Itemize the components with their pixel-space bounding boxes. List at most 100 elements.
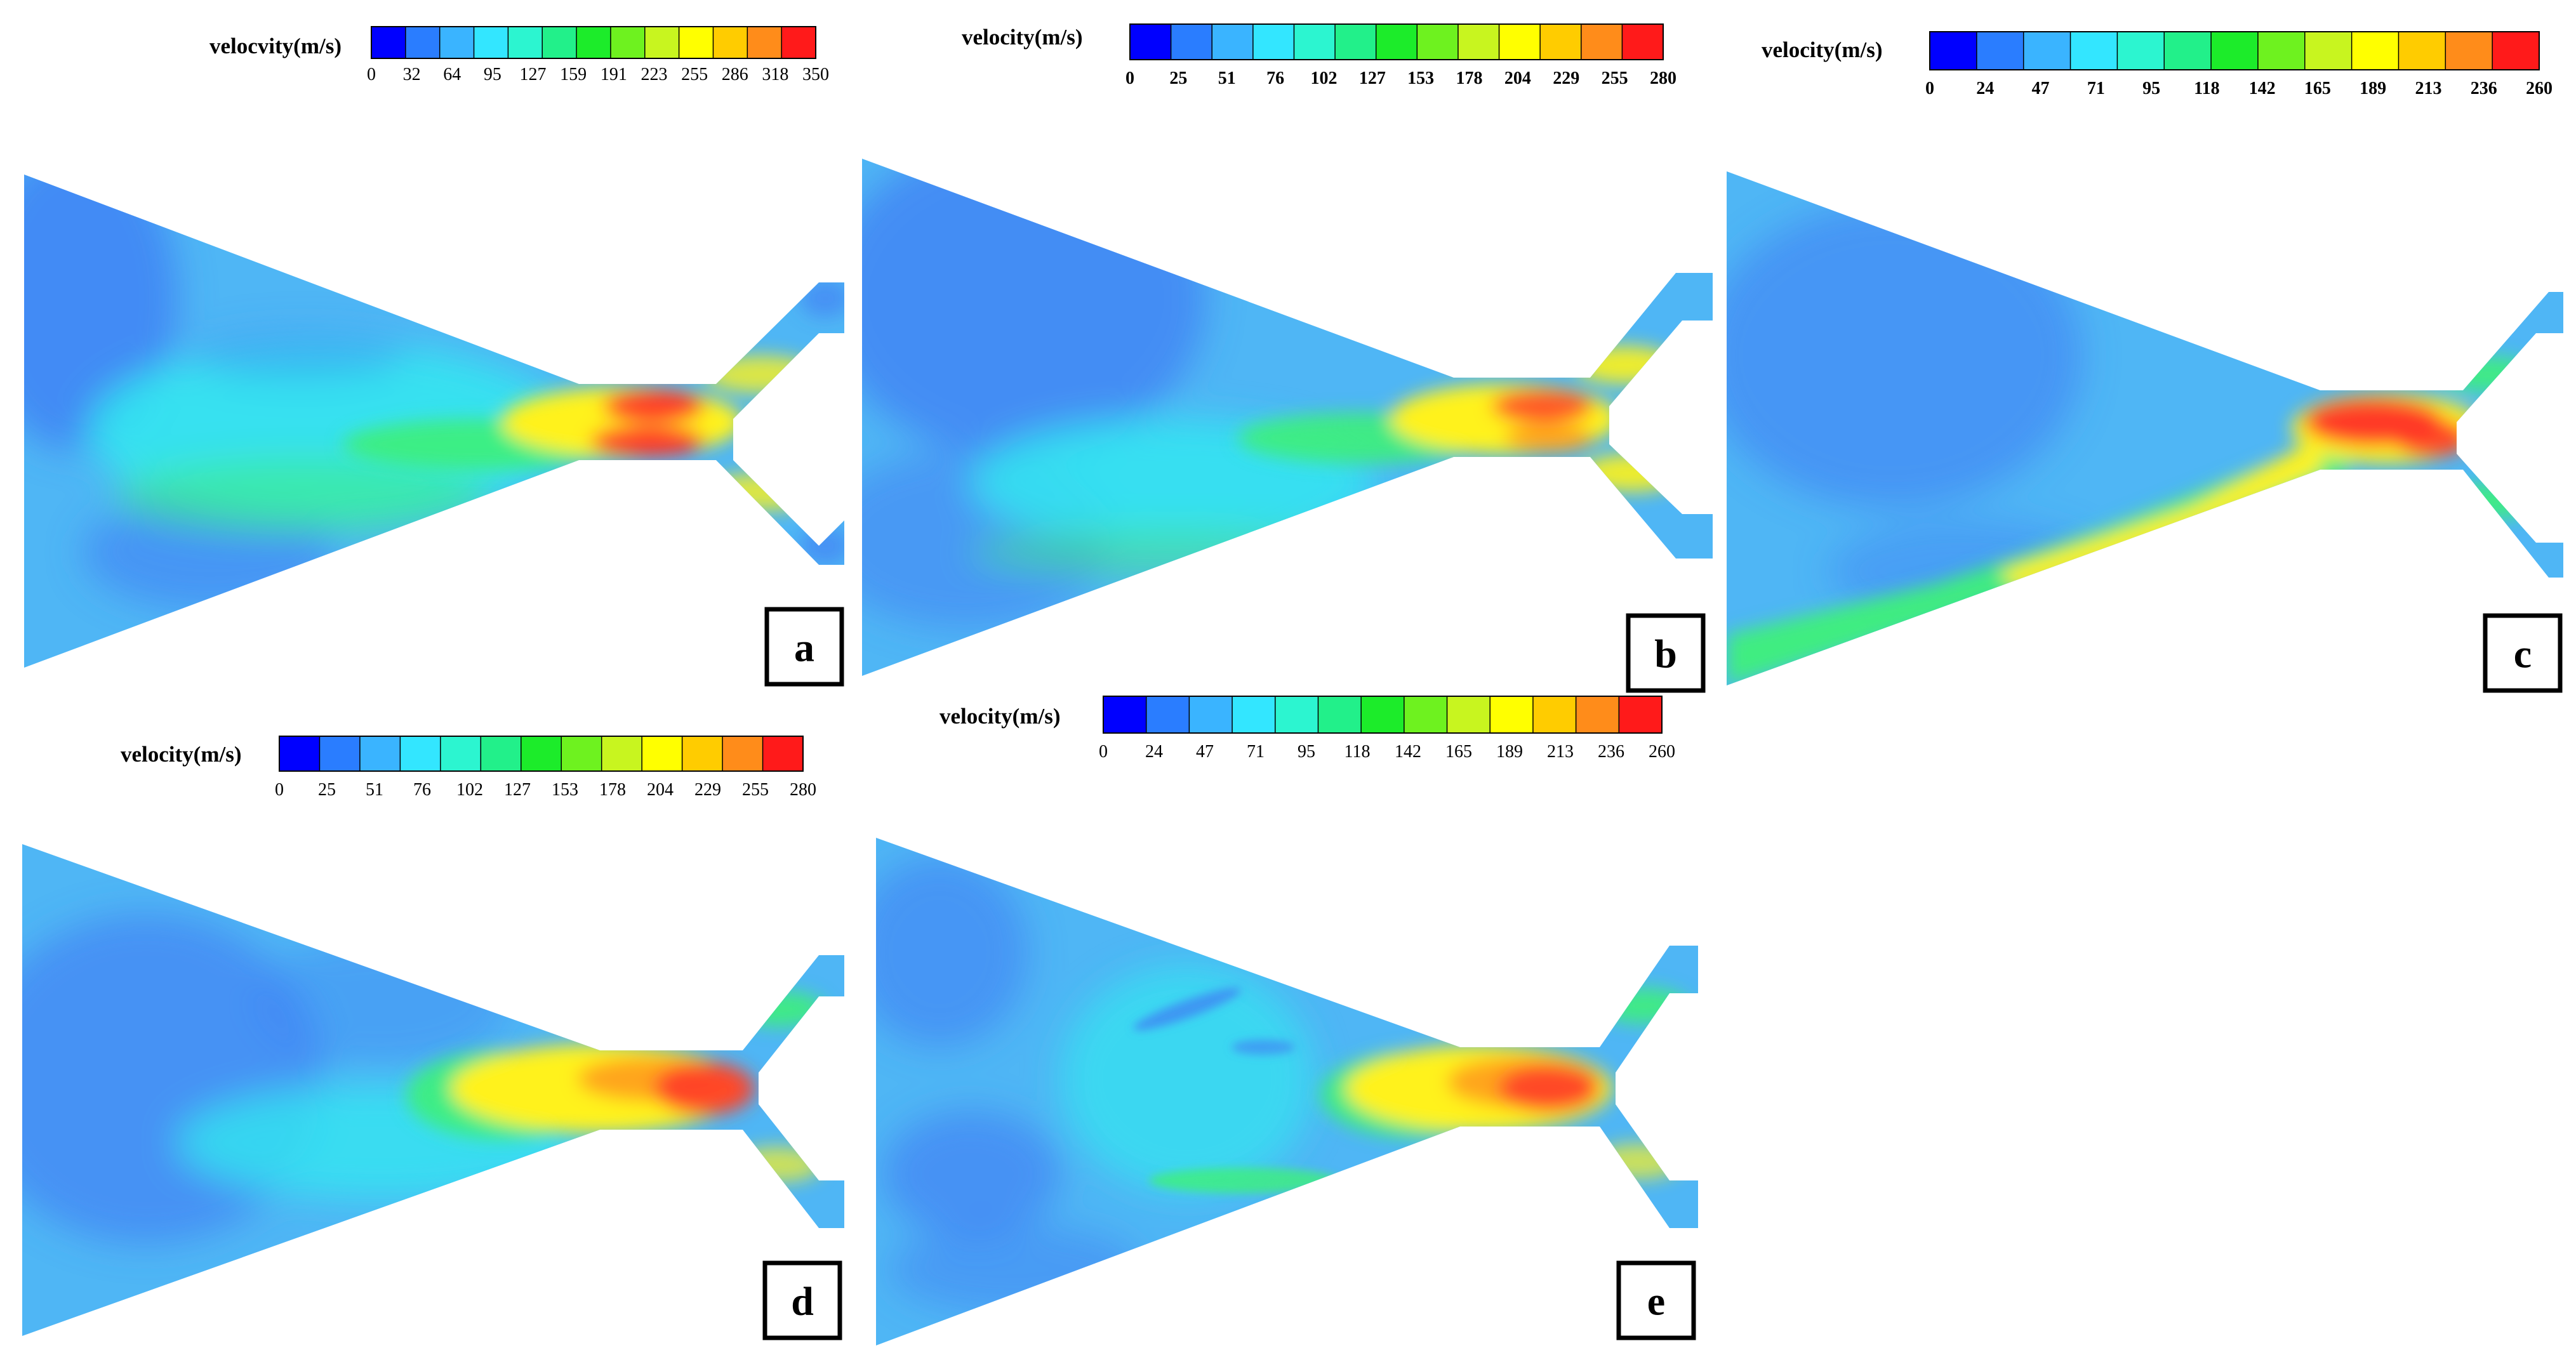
colorbar-title-b: velocity(m/s) [962, 25, 1082, 50]
colorbar-swatch [542, 27, 577, 58]
colorbar-tick-label: 32 [403, 65, 421, 84]
colorbar-tick-label: 286 [722, 65, 748, 84]
colorbar-swatch [1540, 24, 1582, 60]
colorbar-swatches-b [1129, 23, 1664, 60]
colorbar-swatch [682, 736, 723, 771]
colorbar-border [371, 26, 816, 59]
colorbar-swatch [1376, 24, 1417, 60]
colorbar-swatch [601, 736, 642, 771]
colorbar-border [1129, 23, 1664, 60]
colorbar-c: velocity(m/s) 0 24 47 71 95 118 142 165 189 213 23… [1762, 31, 2553, 98]
velocity-field-a [24, 175, 844, 668]
colorbar-tick-label: 51 [1218, 69, 1236, 88]
panel-label-e: e [1647, 1279, 1665, 1324]
colorbar-border [279, 736, 804, 772]
colorbar-tick-label: 25 [318, 780, 336, 800]
colorbar-swatch [576, 27, 611, 58]
colorbar-swatch [1146, 696, 1190, 733]
colorbar-tick-label: 350 [802, 65, 829, 84]
panel-e: velocity(m/s) 0 24 47 71 95 118 142 165 189 213 23… [876, 696, 1698, 1345]
colorbar-tick-label: 165 [2304, 79, 2331, 98]
colorbar-swatch [1232, 696, 1276, 733]
velocity-field-b [862, 159, 1713, 676]
colorbar-tick-label: 178 [1456, 69, 1483, 88]
panel-label-a: a [794, 625, 814, 670]
colorbar-swatch [1532, 696, 1577, 733]
colorbar-swatch [279, 736, 320, 771]
colorbar-tick-label: 118 [1344, 742, 1371, 762]
colorbar-swatch [508, 27, 543, 58]
colorbar-tick-label: 95 [484, 65, 501, 84]
colorbar-title-a: velocvity(m/s) [209, 34, 342, 58]
colorbar-swatch [713, 27, 748, 58]
colorbar-swatch [2304, 32, 2353, 70]
colorbar-tick-label: 95 [2142, 79, 2160, 98]
colorbar-swatch [1581, 24, 1623, 60]
colorbar-swatch [1171, 24, 1212, 60]
colorbar-swatch [781, 27, 816, 58]
colorbar-swatch [474, 27, 508, 58]
colorbar-swatch [1294, 24, 1336, 60]
colorbar-swatch [1930, 32, 1977, 70]
colorbar-tick-label: 280 [790, 780, 816, 800]
colorbar-tick-label: 213 [2415, 79, 2441, 98]
colorbar-swatches-a [371, 26, 816, 59]
colorbar-swatch [1189, 696, 1233, 733]
colorbar-ticks-c: 0 24 47 71 95 118 142 165 189 213 236 260 [1925, 79, 2553, 98]
colorbar-swatch [1130, 24, 1172, 60]
colorbar-tick-label: 165 [1445, 742, 1472, 762]
colorbar-tick-label: 142 [2249, 79, 2276, 98]
colorbar-tick-label: 127 [1359, 69, 1386, 88]
colorbar-border [1103, 696, 1663, 734]
colorbar-swatch [1576, 696, 1619, 733]
colorbar-tick-label: 51 [366, 780, 383, 800]
colorbar-tick-label: 178 [599, 780, 626, 800]
colorbar-swatch [2070, 32, 2118, 70]
colorbar-tick-label: 153 [552, 780, 578, 800]
colorbar-tick-label: 0 [367, 65, 376, 84]
colorbar-d: velocity(m/s) 0 25 51 76 102 127 153 178 204 229 2… [121, 736, 816, 800]
colorbar-tick-label: 102 [1310, 69, 1337, 88]
colorbar-tick-label: 142 [1395, 742, 1421, 762]
colorbar-ticks-b: 0 25 51 76 102 127 153 178 204 229 255 280 [1125, 69, 1676, 88]
panel-d: velocity(m/s) 0 25 51 76 102 127 153 178 204 229 2… [22, 736, 844, 1340]
panel-label-c-box: c [2483, 613, 2563, 693]
colorbar-swatch [1619, 696, 1663, 733]
colorbar-tick-label: 189 [2360, 79, 2386, 98]
colorbar-tick-label: 118 [2194, 79, 2219, 98]
velocity-field-c [1727, 171, 2563, 685]
panel-label-c: c [2514, 631, 2532, 677]
colorbar-swatch [2257, 32, 2306, 70]
colorbar-b: velocity(m/s) 0 25 51 76 102 127 153 178 204 229 2… [962, 23, 1676, 88]
colorbar-tick-label: 127 [520, 65, 547, 84]
colorbar-swatch [400, 736, 441, 771]
colorbar-swatch [439, 27, 475, 58]
colorbar-tick-label: 0 [1925, 79, 1934, 98]
colorbar-title-c: velocity(m/s) [1762, 37, 1882, 62]
colorbar-swatch [561, 736, 602, 771]
panel-b: velocity(m/s) 0 25 51 76 102 127 153 178 204 229 2… [862, 23, 1713, 693]
colorbar-swatch [1417, 24, 1459, 60]
colorbar-swatch [371, 27, 406, 58]
colorbar-tick-label: 64 [443, 65, 461, 84]
colorbar-swatch [2211, 32, 2259, 70]
colorbar-ticks-e: 0 24 47 71 95 118 142 165 189 213 236 260 [1099, 742, 1675, 762]
colorbar-tick-label: 24 [1145, 742, 1163, 762]
velocity-field-e [876, 838, 1698, 1345]
colorbar-tick-label: 127 [504, 780, 531, 800]
colorbar-tick-label: 76 [1266, 69, 1284, 88]
colorbar-swatch [405, 27, 441, 58]
colorbar-tick-label: 189 [1496, 742, 1523, 762]
colorbar-tick-label: 153 [1407, 69, 1434, 88]
colorbar-title-d: velocity(m/s) [121, 742, 241, 767]
colorbar-swatch [440, 736, 481, 771]
colorbar-tick-label: 47 [2032, 79, 2050, 98]
colorbar-tick-label: 191 [601, 65, 627, 84]
colorbar-swatch [2398, 32, 2446, 70]
colorbar-tick-label: 260 [2526, 79, 2553, 98]
panel-label-e-box: e [1616, 1260, 1696, 1340]
colorbar-swatch [359, 736, 401, 771]
panel-c: velocity(m/s) 0 24 47 71 95 118 142 165 189 213 23… [1727, 31, 2563, 693]
colorbar-swatch [1103, 696, 1147, 733]
panel-label-a-box: a [764, 607, 844, 687]
